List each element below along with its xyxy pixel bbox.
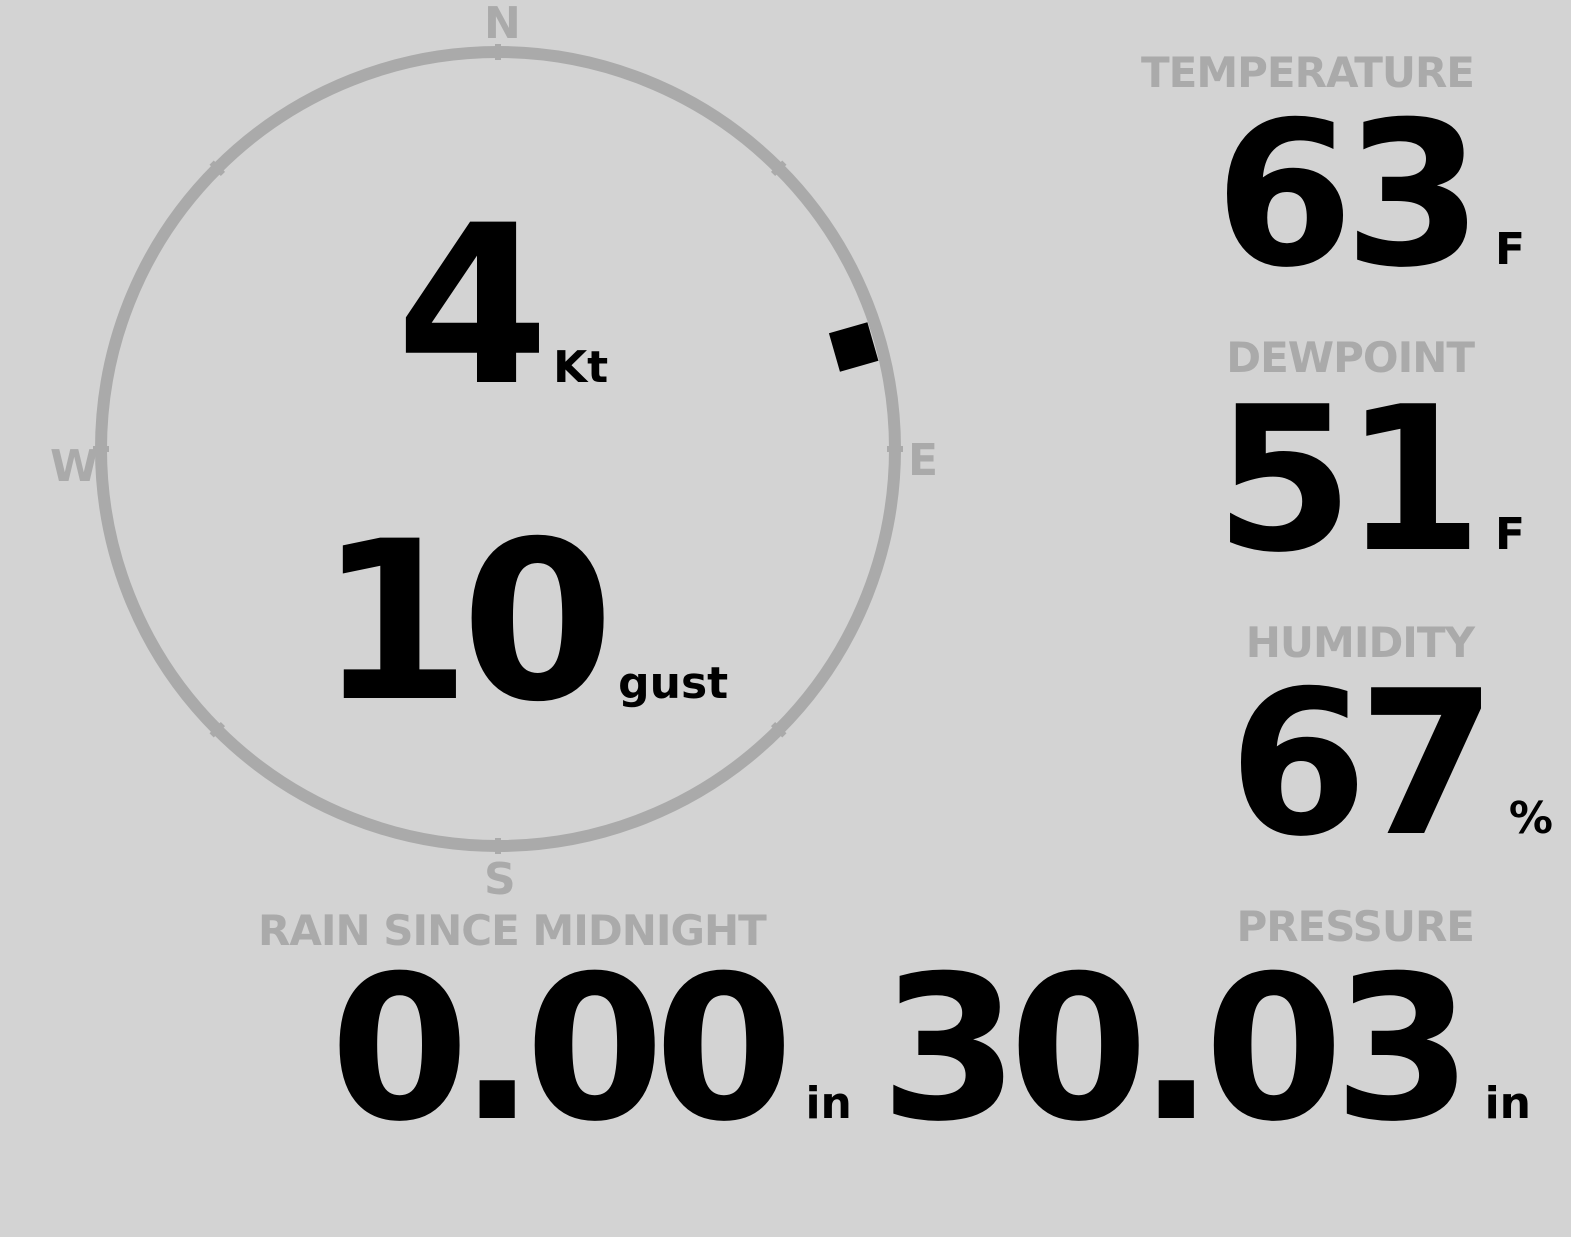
humidity-unit: % (1508, 793, 1553, 844)
pressure-label: PRESSURE (1236, 902, 1475, 951)
wind-speed-value: 4 (396, 178, 549, 434)
humidity: 67 % (1229, 665, 1553, 865)
compass-tick (209, 160, 226, 177)
wind-speed-unit: Kt (553, 342, 609, 393)
temperature: 63 F (1215, 96, 1525, 296)
temperature-label: TEMPERATURE (1141, 48, 1475, 97)
wind-direction-marker (828, 322, 879, 372)
humidity-label: HUMIDITY (1245, 618, 1475, 667)
rain-label: RAIN SINCE MIDNIGHT (258, 906, 767, 955)
wind-compass (93, 44, 903, 854)
compass-tick (770, 721, 787, 738)
humidity-value: 67 (1228, 648, 1497, 881)
rain: 0.00 in (330, 950, 852, 1150)
wind-speed: 4 Kt (396, 196, 608, 416)
compass-east: E (908, 435, 939, 486)
dewpoint-value: 51 (1214, 364, 1483, 597)
rain-unit: in (805, 1078, 852, 1129)
dewpoint-unit: F (1494, 509, 1525, 560)
dewpoint: 51 F (1215, 381, 1525, 581)
wind-gust: 10 gust (318, 512, 728, 732)
wind-gust-value: 10 (318, 494, 614, 750)
pressure: 30.03 in (880, 950, 1531, 1150)
temperature-value: 63 (1214, 79, 1483, 312)
wind-gust-label: gust (618, 658, 729, 709)
compass-tick (770, 160, 787, 177)
pressure-unit: in (1484, 1078, 1531, 1129)
dewpoint-label: DEWPOINT (1226, 333, 1475, 382)
compass-west: W (50, 441, 99, 492)
compass-south: S (484, 854, 516, 905)
rain-value: 0.00 (330, 933, 793, 1166)
compass-north: N (484, 0, 521, 49)
compass-tick (209, 721, 226, 738)
pressure-value: 30.03 (879, 933, 1473, 1166)
temperature-unit: F (1494, 224, 1525, 275)
